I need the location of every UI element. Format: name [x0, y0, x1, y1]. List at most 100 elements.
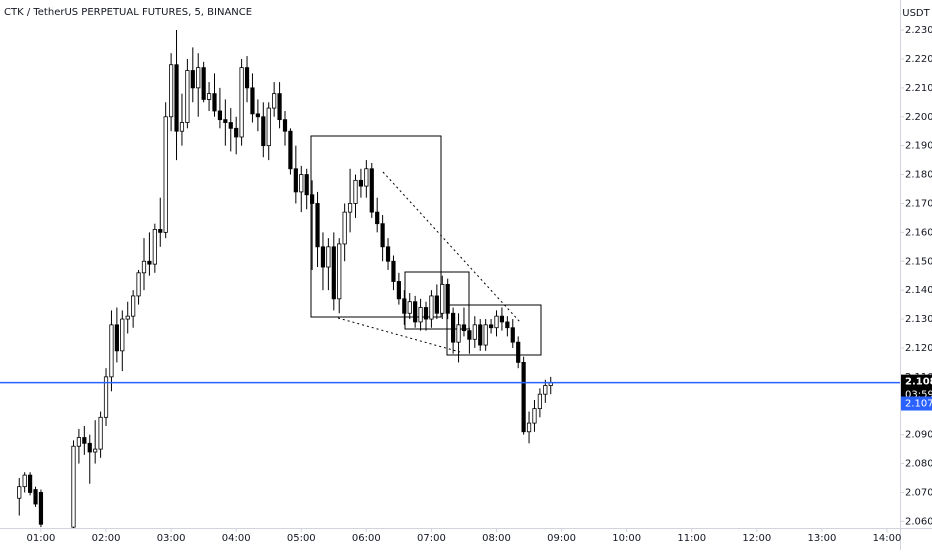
y-tick-label: 2.180 — [905, 170, 932, 181]
x-tick-label: 05:00 — [287, 533, 316, 544]
y-tick-label: 2.140 — [905, 285, 932, 296]
candle-body — [272, 93, 277, 109]
y-tick-label: 2.170 — [905, 198, 932, 209]
candle-body — [320, 246, 326, 268]
candle-body — [451, 312, 456, 343]
candle-body — [136, 272, 141, 297]
x-tick-label: 12:00 — [742, 533, 771, 544]
candle-body — [109, 324, 114, 378]
candle-body — [391, 260, 396, 282]
x-tick-label: 04:00 — [222, 533, 251, 544]
candle-body — [537, 393, 542, 410]
x-tick-label: 09:00 — [547, 533, 576, 544]
candle-body — [358, 179, 364, 187]
candle-body — [288, 130, 293, 170]
candle-body — [467, 330, 472, 340]
trend-line — [382, 171, 521, 323]
candle-body — [331, 246, 336, 300]
candle-body — [131, 295, 136, 317]
candle-body — [266, 107, 271, 147]
candle-body — [76, 437, 82, 447]
candle-body — [402, 298, 407, 314]
candles — [17, 30, 553, 528]
candle-body — [516, 341, 521, 363]
candle-body — [342, 211, 347, 245]
candle-body — [532, 408, 537, 424]
candle-body — [337, 243, 342, 300]
candle-body — [82, 437, 87, 444]
x-tick-label: 13:00 — [807, 533, 836, 544]
candle-body — [103, 376, 109, 418]
candle-body — [93, 448, 98, 453]
candle-body — [22, 474, 27, 488]
candle-body — [375, 211, 380, 225]
candle-body — [380, 223, 385, 248]
candle-body — [456, 324, 461, 343]
candle-body — [228, 122, 233, 129]
candle-body — [114, 324, 119, 352]
candle-body — [212, 93, 217, 112]
candle-body — [277, 93, 282, 121]
candle-body — [418, 307, 423, 323]
y-tick-label: 2.060 — [905, 516, 932, 527]
x-tick-label: 11:00 — [677, 533, 706, 544]
candle-body — [364, 168, 369, 187]
candle-body — [413, 301, 418, 323]
candle-body — [423, 307, 429, 320]
candle-body — [434, 295, 439, 314]
x-tick-label: 06:00 — [352, 533, 381, 544]
y-tick-label: 2.230 — [905, 25, 932, 36]
candle-body — [185, 70, 190, 123]
candle-body — [282, 119, 288, 132]
y-tick-label: 2.130 — [905, 314, 932, 325]
candle-body — [347, 203, 353, 213]
y-tick-label: 2.160 — [905, 227, 932, 238]
candle-body — [190, 70, 195, 89]
candle-body — [326, 246, 331, 268]
x-tick-label: 10:00 — [612, 533, 641, 544]
candle-body — [71, 445, 76, 528]
candle-body — [461, 324, 467, 332]
candle-body — [38, 492, 44, 525]
candle-body — [543, 385, 548, 395]
candle-body — [255, 113, 260, 118]
candle-body — [304, 174, 309, 196]
price-label: 2.108 — [905, 377, 932, 388]
x-tick-label: 08:00 — [482, 533, 511, 544]
x-tick-label: 07:00 — [417, 533, 446, 544]
candle-body — [196, 67, 201, 89]
y-tick-label: 2.200 — [905, 112, 932, 123]
candle-body — [310, 194, 315, 204]
candle-body — [526, 422, 532, 433]
candle-body — [174, 64, 179, 132]
candle-body — [483, 324, 488, 346]
y-tick-label: 2.190 — [905, 141, 932, 152]
box-drawing — [310, 135, 442, 318]
candle-body — [98, 416, 103, 450]
candle-body — [217, 110, 223, 121]
y-tick-label: 2.090 — [905, 430, 932, 441]
candle-body — [250, 87, 255, 115]
candle-body — [158, 229, 163, 233]
candle-body — [201, 67, 206, 100]
candle-body — [223, 119, 228, 123]
candle-body — [385, 246, 391, 262]
bid-label-bg — [901, 396, 932, 411]
y-tick-label: 2.150 — [905, 256, 932, 267]
trend-line — [337, 317, 461, 353]
candle-body — [152, 229, 157, 265]
candle-body — [299, 174, 304, 193]
countdown-label: 03:59 — [905, 390, 932, 401]
candle-body — [407, 301, 412, 314]
candle-body — [17, 486, 22, 499]
box-drawing — [446, 304, 542, 356]
y-tick-label: 2.070 — [905, 487, 932, 498]
candle-body — [33, 489, 38, 505]
candle-body — [315, 203, 320, 248]
candle-body — [234, 127, 239, 138]
candle-body — [206, 93, 212, 100]
x-tick-label: 03:00 — [157, 533, 186, 544]
candle-body — [261, 116, 266, 147]
